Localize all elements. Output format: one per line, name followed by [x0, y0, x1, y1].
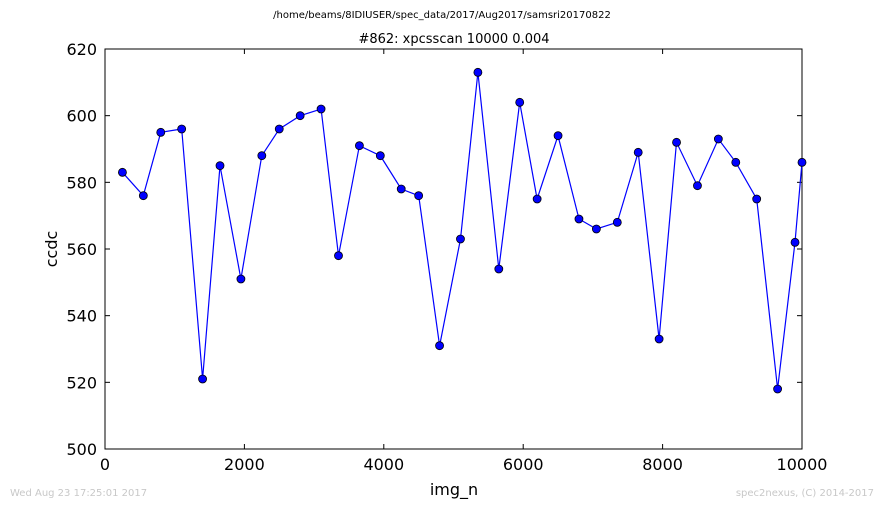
y-tick-label: 600 — [66, 107, 97, 126]
data-point — [532, 194, 542, 204]
data-point — [553, 131, 563, 141]
data-point — [316, 104, 326, 114]
x-tick-label: 4000 — [363, 455, 404, 474]
tick-labels: 0 2000 4000 6000 8000 10000 500 520 540 560 580 600… — [66, 40, 827, 474]
y-tick-label: 560 — [66, 240, 97, 259]
data-point — [515, 97, 525, 107]
data-point — [274, 124, 284, 134]
x-tick-label: 0 — [100, 455, 110, 474]
y-tick-label: 520 — [66, 373, 97, 392]
data-point — [414, 191, 424, 201]
plot-frame — [104, 48, 803, 450]
data-point — [215, 161, 225, 171]
data-point — [797, 157, 807, 167]
data-point — [672, 137, 681, 147]
x-tick-label: 8000 — [642, 455, 683, 474]
data-point — [156, 127, 166, 137]
data-point — [473, 67, 483, 77]
file-path-title: /home/beams/8IDIUSER/spec_data/2017/Aug2… — [273, 10, 611, 21]
data-point — [456, 234, 465, 244]
data-point — [375, 151, 385, 161]
data-point — [752, 194, 762, 204]
data-point — [591, 224, 601, 234]
data-point — [396, 184, 406, 194]
x-tick-label: 2000 — [224, 455, 265, 474]
data-point — [295, 111, 305, 121]
data-point — [494, 264, 504, 274]
data-point — [731, 157, 741, 167]
data-point — [773, 384, 783, 394]
chart-title: #862: xpcsscan 10000 0.004 — [358, 32, 549, 47]
data-point — [790, 237, 800, 247]
plot-area — [104, 48, 803, 450]
data-point — [198, 374, 207, 384]
data-point — [236, 274, 246, 284]
data-point — [713, 134, 723, 144]
data-point — [177, 124, 187, 134]
footer-timestamp: Wed Aug 23 17:25:01 2017 — [10, 488, 148, 499]
data-point — [257, 151, 267, 161]
y-tick-label: 500 — [66, 440, 97, 459]
footer-credit: spec2nexus, (C) 2014-2017 — [735, 488, 874, 499]
x-axis-label: img_n — [430, 480, 478, 500]
y-tick-label: 580 — [66, 173, 97, 192]
data-point — [435, 341, 444, 351]
data-point — [633, 147, 643, 157]
data-point — [693, 181, 702, 191]
x-tick-label: 10000 — [777, 455, 828, 474]
data-point — [355, 141, 364, 151]
data-point — [612, 217, 622, 227]
data-point — [138, 191, 148, 201]
series-line — [121, 72, 803, 390]
axis-ticks — [104, 48, 803, 450]
data-point — [334, 251, 343, 261]
y-axis-label: ccdc — [42, 231, 61, 268]
data-point — [574, 214, 584, 224]
data-point — [654, 334, 664, 344]
series-line-layer — [121, 72, 803, 390]
data-point — [118, 167, 127, 177]
x-tick-label: 6000 — [503, 455, 544, 474]
y-tick-label: 540 — [66, 307, 97, 326]
y-tick-label: 620 — [66, 40, 97, 59]
data-points — [118, 67, 807, 394]
